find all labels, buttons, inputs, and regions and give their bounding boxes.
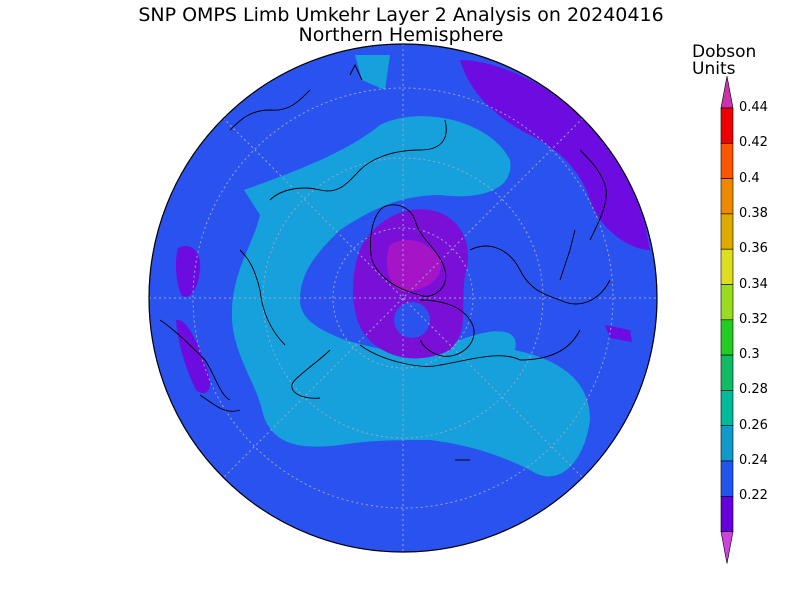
field-low-east [605,325,632,342]
colorbar-units-line1: Dobson [692,42,757,62]
colorbar-tick-label: 0.22 [739,488,768,504]
colorbar-top-arrow [720,75,734,109]
colorbar-tick-label: 0.34 [739,276,768,292]
field-band-026-top [355,55,390,90]
field-vortex-core [386,240,441,292]
graticule [149,44,657,552]
colorbar-segment [720,460,734,497]
colorbar-tick-label: 0.42 [739,135,768,151]
field-low-west [175,246,201,297]
colorbar-tick-label: 0.38 [739,205,768,221]
colorbar-tick-label: 0.3 [739,347,760,363]
colorbar-bottom-arrow [720,531,734,564]
colorbar-segment [720,495,734,532]
colorbar-tick-label: 0.24 [739,453,768,468]
colorbar-tick-label: 0.26 [739,417,768,433]
colorbar-units-line2: Units [692,59,736,79]
field-low-west2 [176,319,211,394]
colorbar-segment [720,284,734,321]
map-subtitle: Northern Hemisphere [298,24,504,46]
field-low-pacific [460,60,650,250]
colorbar-tick-label: 0.36 [739,241,768,257]
colorbar-segment [720,354,734,391]
coastlines [159,63,611,461]
colorbar-tick-label: 0.4 [739,170,760,186]
colorbar-segment [720,178,734,215]
colorbar-tick-label: 0.44 [739,100,768,115]
colorbar-segment [720,425,734,462]
colorbar-segment [720,143,734,179]
ozone-field [149,44,657,552]
colorbar [720,75,734,564]
colorbar-segment [720,319,734,356]
field-band-026 [231,116,591,477]
colorbar-segment [720,248,734,285]
map-border [148,43,658,553]
colorbar-segment [720,107,734,144]
map-title: SNP OMPS Limb Umkehr Layer 2 Analysis on… [138,4,664,26]
colorbar-tick-label: 0.28 [739,382,768,398]
colorbar-tick-label: 0.32 [739,311,768,327]
colorbar-segment [720,213,734,250]
colorbar-segment [720,390,734,426]
